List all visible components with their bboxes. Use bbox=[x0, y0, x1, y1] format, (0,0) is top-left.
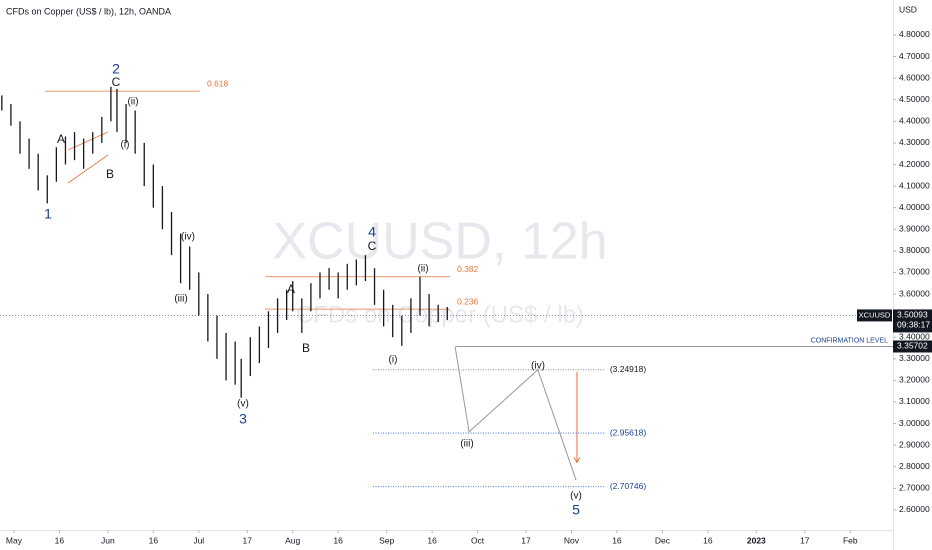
watermark-sub: CFDs on Copper (US$ / lb) bbox=[296, 301, 584, 328]
projection-path bbox=[454, 346, 577, 481]
fib-label: 0.382 bbox=[457, 264, 479, 274]
wave-label: (v) bbox=[570, 491, 582, 502]
last-price-name: XCUUSD bbox=[859, 310, 891, 319]
y-tick-label: 3.80000 bbox=[899, 245, 930, 255]
wave-label: 2 bbox=[112, 61, 120, 77]
x-tick-label: Oct bbox=[471, 535, 485, 545]
wave-label: 4 bbox=[368, 224, 376, 240]
fib-label: 0.618 bbox=[207, 78, 229, 88]
chart-title: CFDs on Copper (US$ / lb), 12h, OANDA bbox=[6, 6, 171, 16]
y-tick-label: 3.20000 bbox=[899, 375, 930, 385]
wave-label: (iv) bbox=[181, 232, 195, 243]
watermark: XCUUSD, 12h bbox=[272, 213, 607, 271]
last-price-value: 3.50093 bbox=[897, 310, 928, 320]
y-tick-label: 2.70000 bbox=[899, 483, 930, 493]
x-tick-label: 16 bbox=[55, 535, 65, 545]
wave-label: B bbox=[106, 167, 114, 181]
target-label: (2.70746) bbox=[610, 481, 647, 491]
target-label: (3.24918) bbox=[610, 364, 647, 374]
countdown: 09:38:17 bbox=[897, 320, 930, 330]
y-tick-label: 3.60000 bbox=[899, 288, 930, 298]
wave-label: B bbox=[302, 341, 310, 355]
y-tick-label: 4.70000 bbox=[899, 51, 930, 61]
y-tick-label: 4.60000 bbox=[899, 72, 930, 82]
wave-label: (i) bbox=[389, 355, 398, 366]
y-tick-label: 4.80000 bbox=[899, 29, 930, 39]
y-tick-label: 3.70000 bbox=[899, 267, 930, 277]
wave-label: (ii) bbox=[127, 97, 138, 108]
x-tick-label: Dec bbox=[655, 535, 671, 545]
y-tick-label: 3.10000 bbox=[899, 396, 930, 406]
confirmation-value: 3.35702 bbox=[897, 341, 928, 351]
confirmation-label: CONFIRMATION LEVEL bbox=[811, 337, 888, 344]
x-tick-label: Nov bbox=[564, 535, 580, 545]
y-tick-label: 4.10000 bbox=[899, 180, 930, 190]
arrow-head bbox=[573, 457, 581, 464]
y-tick-label: 3.00000 bbox=[899, 418, 930, 428]
wave-label: C bbox=[368, 239, 377, 253]
x-tick-label: Feb bbox=[843, 535, 858, 545]
x-tick-label: 16 bbox=[612, 535, 622, 545]
wave-label: 3 bbox=[239, 411, 247, 427]
x-tick-label: May bbox=[6, 535, 23, 545]
wave-label: 5 bbox=[572, 502, 580, 518]
x-tick-label: 16 bbox=[703, 535, 713, 545]
fib-label: 0.236 bbox=[457, 296, 479, 306]
target-label: (2.95618) bbox=[610, 427, 647, 437]
last-price-name-tag bbox=[857, 309, 892, 322]
wave-label: (iv) bbox=[531, 361, 545, 372]
wave-label: 1 bbox=[44, 206, 52, 222]
y-tick-label: 2.80000 bbox=[899, 461, 930, 471]
x-tick-label: 17 bbox=[800, 535, 810, 545]
x-tick-label: Jun bbox=[101, 535, 115, 545]
confirmation-tag bbox=[893, 340, 932, 353]
wave-label: A bbox=[57, 132, 65, 146]
x-tick-label: 16 bbox=[333, 535, 343, 545]
y-tick-label: 2.60000 bbox=[899, 504, 930, 514]
x-tick-label: 2023 bbox=[747, 535, 766, 545]
y-tick-label: 4.00000 bbox=[899, 202, 930, 212]
wave-label: C bbox=[112, 75, 121, 89]
y-tick-label: 4.20000 bbox=[899, 159, 930, 169]
x-tick-label: 17 bbox=[243, 535, 253, 545]
y-tick-label: 4.30000 bbox=[899, 137, 930, 147]
y-tick-label: 2.90000 bbox=[899, 439, 930, 449]
y-tick-label: 3.30000 bbox=[899, 353, 930, 363]
x-tick-label: 16 bbox=[149, 535, 159, 545]
wave-label: (i) bbox=[121, 140, 130, 151]
last-price-tag bbox=[893, 309, 932, 333]
wave-label: (iii) bbox=[174, 294, 187, 305]
y-tick-label: 3.90000 bbox=[899, 224, 930, 234]
wave-label: A bbox=[287, 282, 295, 296]
currency-label: USD bbox=[899, 4, 917, 14]
y-tick-label: 3.40000 bbox=[899, 331, 930, 341]
x-tick-label: Sep bbox=[379, 535, 394, 545]
x-tick-label: Jul bbox=[193, 535, 204, 545]
x-tick-label: 16 bbox=[427, 535, 437, 545]
y-tick-label: 4.50000 bbox=[899, 94, 930, 104]
wave-label: (v) bbox=[237, 399, 249, 410]
wave-label: (iii) bbox=[460, 439, 473, 450]
x-tick-label: 17 bbox=[521, 535, 531, 545]
y-tick-label: 4.40000 bbox=[899, 116, 930, 126]
wave-label: (ii) bbox=[417, 264, 428, 275]
x-tick-label: Aug bbox=[285, 535, 300, 545]
triangle-line bbox=[67, 154, 109, 184]
